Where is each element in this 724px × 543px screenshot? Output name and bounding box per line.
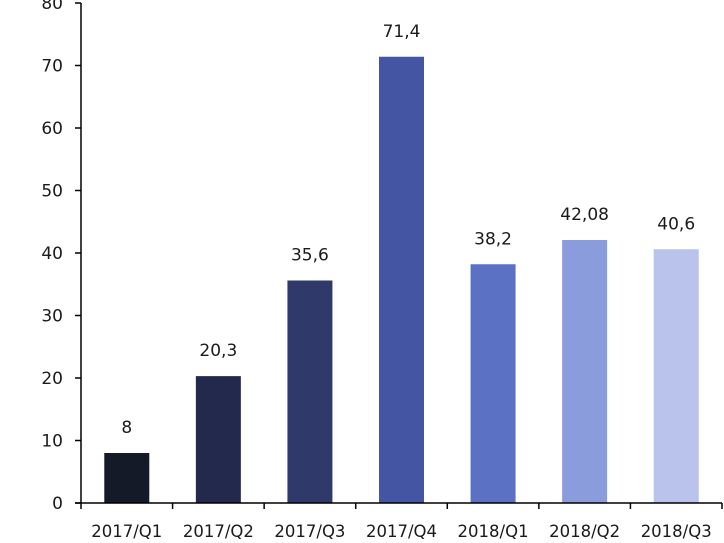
y-tick-label: 30 <box>41 307 63 327</box>
y-axis-ticks: 0 10 20 30 40 50 60 70 80 <box>41 0 81 514</box>
y-tick-label: 80 <box>41 0 63 14</box>
x-tick-label: 2017/Q2 <box>183 522 254 541</box>
data-label: 40,6 <box>657 214 695 234</box>
bar-2017-q3 <box>287 280 333 503</box>
data-label: 38,2 <box>474 229 512 249</box>
y-tick-label: 70 <box>41 57 63 77</box>
y-tick-label: 10 <box>41 432 63 452</box>
bar-2017-q2 <box>195 376 241 503</box>
bar-2017-q1 <box>104 453 150 503</box>
x-tick-label: 2017/Q3 <box>274 522 345 541</box>
bars-group <box>104 56 699 503</box>
x-tick-label: 2018/Q1 <box>458 522 529 541</box>
y-tick-label: 40 <box>41 244 63 264</box>
data-labels-group: 8 20,3 35,6 71,4 38,2 42,08 40,6 <box>121 22 695 438</box>
axes <box>75 3 723 509</box>
data-label: 8 <box>121 418 132 438</box>
bar-2018-q2 <box>562 240 608 503</box>
x-tick-label: 2017/Q1 <box>91 522 162 541</box>
x-tick-label: 2018/Q3 <box>641 522 712 541</box>
x-tick-label: 2018/Q2 <box>549 522 620 541</box>
y-tick-label: 50 <box>41 182 63 202</box>
y-tick-label: 60 <box>41 119 63 139</box>
x-axis-labels: 2017/Q1 2017/Q2 2017/Q3 2017/Q4 2018/Q1 2018/… <box>91 522 711 541</box>
data-label: 20,3 <box>199 341 237 361</box>
data-label: 35,6 <box>291 246 329 266</box>
y-tick-label: 20 <box>41 369 63 389</box>
bar-2018-q3 <box>653 249 699 503</box>
data-label: 71,4 <box>383 22 421 42</box>
bar-2017-q4 <box>379 56 424 503</box>
bar-2018-q1 <box>470 264 516 503</box>
x-tick-label: 2017/Q4 <box>366 522 437 541</box>
y-tick-label: 0 <box>52 494 63 514</box>
data-label: 42,08 <box>560 205 609 225</box>
